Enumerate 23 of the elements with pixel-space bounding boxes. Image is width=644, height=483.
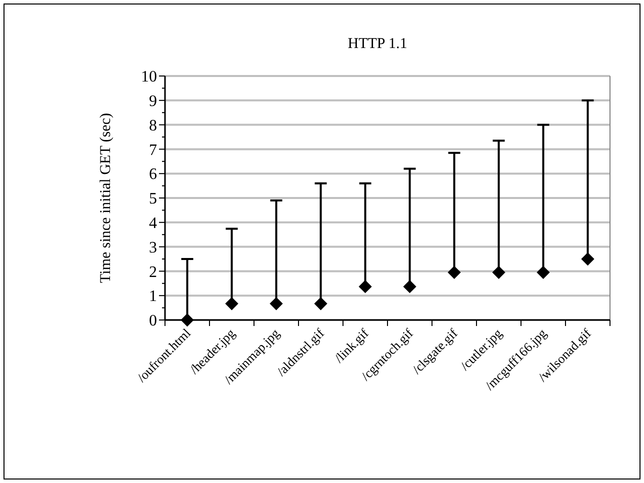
point xyxy=(581,252,594,266)
y-tick-label: 7 xyxy=(149,142,157,159)
y-tick-label: 8 xyxy=(149,117,157,134)
point xyxy=(314,297,328,310)
y-tick-label: 5 xyxy=(149,190,157,208)
y-tick-label: 2 xyxy=(149,264,157,281)
y-tick-label: 9 xyxy=(149,93,157,110)
point xyxy=(180,313,194,327)
y-axis-title: Time since initial GET (sec) xyxy=(98,113,114,283)
y-tick-label: 1 xyxy=(149,288,157,306)
y-tick-label: 0 xyxy=(149,312,157,330)
y-tick-label: 10 xyxy=(141,68,157,86)
y-tick-label: 3 xyxy=(149,239,157,256)
y-tick-label: 6 xyxy=(149,166,157,184)
point xyxy=(225,297,238,310)
chart-title: HTTP 1.1 xyxy=(348,36,408,52)
point xyxy=(448,266,461,279)
point xyxy=(536,266,550,279)
point xyxy=(358,280,372,294)
point xyxy=(403,280,416,294)
point xyxy=(492,266,506,279)
point xyxy=(270,297,283,310)
y-tick-label: 4 xyxy=(149,215,157,232)
